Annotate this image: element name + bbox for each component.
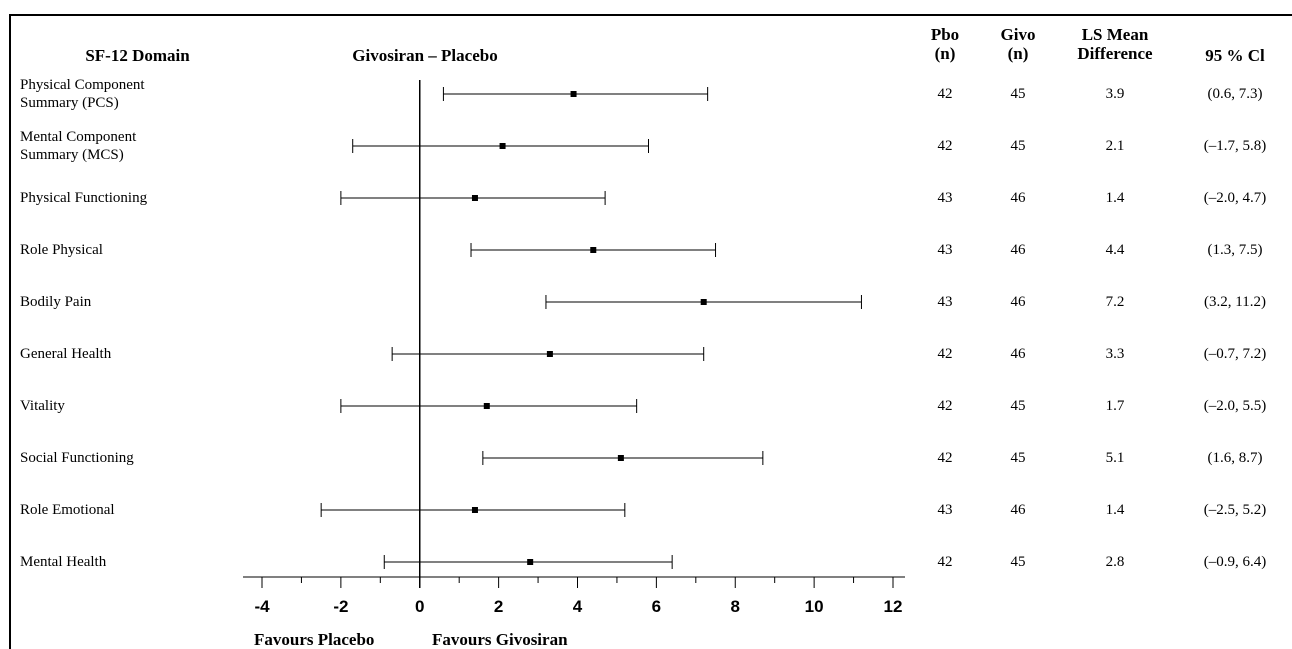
givo-header-line2: (n): [1007, 44, 1029, 63]
ls-mean-cell: 2.1: [1105, 138, 1125, 154]
givo-header-line1: Givo: [1000, 25, 1036, 44]
row-label: Bodily Pain: [20, 293, 280, 311]
ls-mean-cell: 3.9: [1105, 86, 1125, 102]
row-label: Mental Component Summary (MCS): [20, 128, 280, 164]
row-label-line: General Health: [20, 346, 112, 362]
pbo-n-cell: 43: [937, 190, 953, 206]
ls-mean-cell: 1.7: [1105, 398, 1125, 414]
row-label: Role Emotional: [20, 501, 280, 519]
point-estimate: [546, 351, 553, 357]
left-border: [9, 14, 11, 649]
comparison-column-header: Givosiran – Placebo: [352, 46, 498, 65]
row-label-line: Vitality: [20, 398, 65, 414]
ls-mean-cell: 5.1: [1105, 450, 1125, 466]
x-tick-label: -4: [254, 597, 270, 616]
givo-n-cell: 46: [1010, 294, 1026, 310]
ls-mean-cell: 4.4: [1105, 242, 1125, 258]
x-tick-label: 6: [652, 597, 661, 616]
givo-n-cell: 46: [1010, 502, 1026, 518]
pbo-n-cell: 42: [937, 346, 953, 362]
row-label: Role Physical: [20, 241, 280, 259]
ls-header-line2: Difference: [1077, 44, 1153, 63]
point-estimate: [590, 247, 597, 253]
point-estimate: [471, 507, 478, 513]
ls-mean-cell: 1.4: [1105, 190, 1125, 206]
pbo-n-cell: 42: [937, 398, 953, 414]
row-label-line: Mental Health: [20, 554, 107, 570]
ls-mean-cell: 3.3: [1105, 346, 1125, 362]
givo-n-cell: 45: [1010, 450, 1026, 466]
row-label-line: Summary (MCS): [20, 147, 124, 163]
row-label-line: Social Functioning: [20, 450, 134, 466]
x-tick-label: 0: [415, 597, 424, 616]
ci-cell: (1.3, 7.5): [1207, 242, 1263, 258]
ci-cell: (–2.5, 5.2): [1203, 502, 1267, 518]
row-label: Social Functioning: [20, 449, 280, 467]
ci-cell: (3.2, 11.2): [1204, 294, 1266, 310]
x-tick-label: 10: [805, 597, 824, 616]
x-tick-label: 4: [573, 597, 583, 616]
x-tick-label: 12: [884, 597, 903, 616]
givo-n-cell: 45: [1010, 398, 1026, 414]
domain-column-header: SF-12 Domain: [85, 46, 190, 65]
row-label-line: Summary (PCS): [20, 95, 119, 111]
givo-n-cell: 46: [1010, 190, 1026, 206]
x-tick-label: 8: [731, 597, 740, 616]
point-estimate: [499, 143, 506, 149]
pbo-n-cell: 43: [937, 502, 953, 518]
givo-n-cell: 46: [1010, 346, 1026, 362]
givo-n-cell: 45: [1010, 86, 1026, 102]
ls-mean-cell: 2.8: [1105, 554, 1125, 570]
ls-mean-cell: 1.4: [1105, 502, 1125, 518]
givo-n-cell: 46: [1010, 242, 1026, 258]
ci-cell: (1.6, 8.7): [1207, 450, 1263, 466]
ci-cell: (–0.9, 6.4): [1203, 554, 1267, 570]
point-estimate: [700, 299, 707, 305]
favours-givosiran-label: Favours Givosiran: [432, 630, 568, 649]
point-estimate: [471, 195, 478, 201]
ls-mean-cell: 7.2: [1105, 294, 1125, 310]
point-estimate: [527, 559, 534, 565]
pbo-n-cell: 42: [937, 138, 953, 154]
row-label: Physical Component Summary (PCS): [20, 76, 280, 112]
row-label: Physical Functioning: [20, 189, 280, 207]
ci-cell: (–2.0, 5.5): [1203, 398, 1267, 414]
row-label-line: Role Emotional: [20, 502, 115, 518]
pbo-n-cell: 42: [937, 450, 953, 466]
pbo-header-line2: (n): [934, 44, 956, 63]
pbo-n-cell: 43: [937, 242, 953, 258]
row-label: Vitality: [20, 397, 280, 415]
x-tick-label: -2: [333, 597, 348, 616]
point-estimate: [483, 403, 490, 409]
row-label-line: Mental Component: [20, 129, 137, 145]
top-border: [9, 14, 1292, 16]
row-label-line: Bodily Pain: [20, 294, 92, 310]
point-estimate: [617, 455, 624, 461]
ci-cell: (–2.0, 4.7): [1203, 190, 1267, 206]
row-label-line: Role Physical: [20, 242, 103, 258]
pbo-n-cell: 42: [937, 554, 953, 570]
row-label-line: Physical Functioning: [20, 190, 148, 206]
row-label: General Health: [20, 345, 280, 363]
givo-n-cell: 45: [1010, 138, 1026, 154]
favours-placebo-label: Favours Placebo: [254, 630, 375, 649]
pbo-n-header: Pbo (n): [925, 25, 965, 63]
givo-n-cell: 45: [1010, 554, 1026, 570]
pbo-n-cell: 43: [937, 294, 953, 310]
ls-header-line1: LS Mean: [1081, 25, 1149, 44]
ci-cell: (–0.7, 7.2): [1203, 346, 1267, 362]
point-estimate: [570, 91, 577, 97]
pbo-header-line1: Pbo: [930, 25, 960, 44]
ci-cell: (–1.7, 5.8): [1203, 138, 1267, 154]
ci-header: 95 % Cl: [1205, 46, 1265, 65]
row-label: Mental Health: [20, 553, 280, 571]
pbo-n-cell: 42: [937, 86, 953, 102]
ci-cell: (0.6, 7.3): [1207, 86, 1263, 102]
row-label-line: Physical Component: [20, 77, 145, 93]
givo-n-header: Givo (n): [993, 25, 1043, 63]
ls-mean-difference-header: LS Mean Difference: [1060, 25, 1170, 63]
x-tick-label: 2: [494, 597, 503, 616]
